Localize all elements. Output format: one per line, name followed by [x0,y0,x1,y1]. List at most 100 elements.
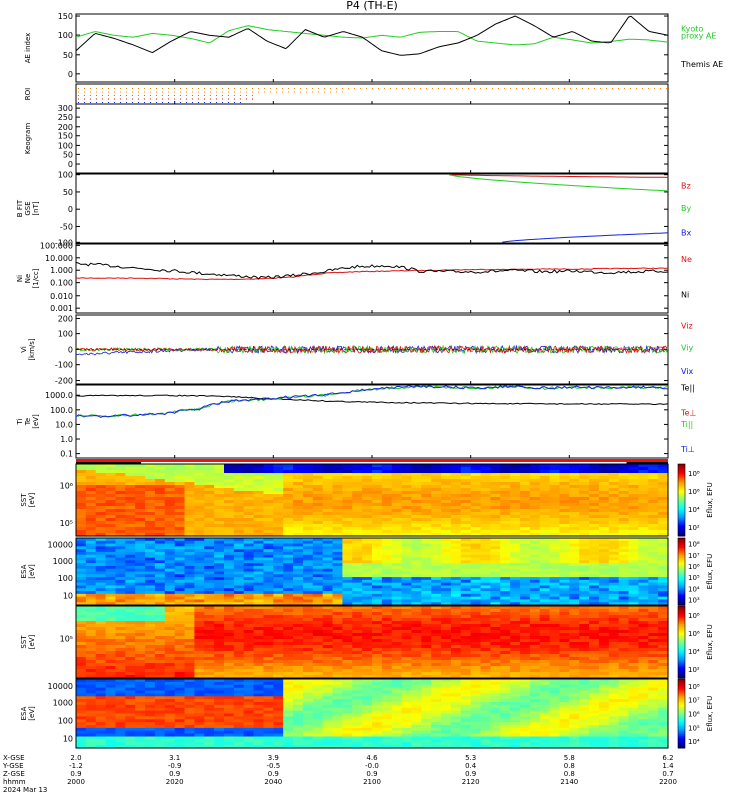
roi-dot [78,95,79,96]
roi-dot [108,88,109,89]
esa-ion-spectrogram [76,679,669,749]
roi-dot [102,102,103,103]
footer-value: -0.0 [365,762,379,770]
roi-dot [132,102,133,103]
y-tick-label: 0.010 [50,292,73,301]
roi-dot [582,88,583,89]
y-axis-label: AE index [24,33,32,64]
roi-dot [162,102,163,103]
roi-dot [174,99,175,100]
y-label-line: SST [20,493,28,507]
roi-dot [150,92,151,93]
footer-value: 2000 [67,778,85,786]
roi-dot [108,92,109,93]
roi-dot [156,88,157,89]
footer-date: 2024 Mar 13 [3,786,47,794]
y-tick-label: 100 [58,716,73,725]
roi-dot [180,88,181,89]
series-ni [76,262,668,279]
y-label-line: [eV] [32,414,40,429]
colorbar-tick: 10⁸ [688,612,700,620]
footer-value: 0.9 [70,770,81,778]
colorbar-tick: 10⁴ [688,585,700,593]
roi-dot [168,88,169,89]
roi-dot [144,92,145,93]
footer-row-label: Z-GSE [3,770,25,778]
y-label-line: Keogram [24,123,32,154]
y-label-line: ESA [20,706,28,720]
roi-dot [228,102,229,103]
series-bx [502,233,668,243]
legend-te: Te|| [680,383,695,392]
esa-electron-spectrogram [76,538,669,606]
y-label-line: Ni [16,275,24,282]
roi-dot [126,102,127,103]
roi-dot [222,102,223,103]
sst-electron-spectrogram [76,464,669,537]
y-label-line: [km/s] [28,338,36,361]
roi-dot [468,88,469,89]
roi-dot [168,95,169,96]
roi-dot [204,102,205,103]
footer-value: 2120 [462,778,480,786]
y-tick-label: 100 [58,31,73,40]
roi-dot [558,88,559,89]
y-tick-label: 100 [58,330,73,339]
roi-dot [246,88,247,89]
panel-frame [76,14,668,82]
roi-dot [288,88,289,89]
roi-dot [156,99,157,100]
y-tick-label: 150 [58,132,73,141]
roi-dot [108,95,109,96]
y-tick-label: 10⁶ [60,482,73,491]
colorbar-tick: 10² [688,666,700,674]
roi-dot [102,92,103,93]
roi-dot [90,99,91,100]
roi-dot [162,99,163,100]
roi-dot [474,88,475,89]
y-tick-label: 1.000 [50,266,73,275]
roi-dot [204,95,205,96]
roi-dot [378,88,379,89]
roi-dot [324,88,325,89]
roi-dot [174,88,175,89]
roi-dot [216,102,217,103]
roi-dot [330,88,331,89]
roi-dot [606,88,607,89]
sst-ion-spectrogram [76,606,669,679]
roi-dot [180,102,181,103]
y-tick-label: 100 [58,171,73,180]
roi-dot [126,92,127,93]
y-tick-label: 200 [58,123,73,132]
y-tick-label: 50 [63,188,73,197]
y-axis-label: ESA[eV] [20,706,36,721]
roi-dot [240,95,241,96]
footer-value: 5.3 [465,754,476,762]
y-label-line: SST [20,635,28,649]
y-tick-label: 1000.0 [45,391,73,400]
roi-dot [324,92,325,93]
roi-dot [192,92,193,93]
y-tick-label: 0 [68,160,73,169]
colorbar-tick: 10⁴ [688,648,700,656]
roi-dot [204,99,205,100]
roi-dot [240,102,241,103]
roi-dot [78,92,79,93]
roi-dot [102,95,103,96]
roi-dot [234,88,235,89]
roi-dot [150,102,151,103]
roi-dot [300,92,301,93]
roi-dot [348,88,349,89]
colorbar-label: Eflux, EFU [706,554,714,589]
roi-dot [366,88,367,89]
roi-dot [162,95,163,96]
roi-dot [246,92,247,93]
y-tick-label: 10 [63,592,73,601]
roi-dot [180,99,181,100]
footer-value: -0.9 [168,762,182,770]
roi-dot [114,102,115,103]
y-label-line: [eV] [28,634,36,649]
